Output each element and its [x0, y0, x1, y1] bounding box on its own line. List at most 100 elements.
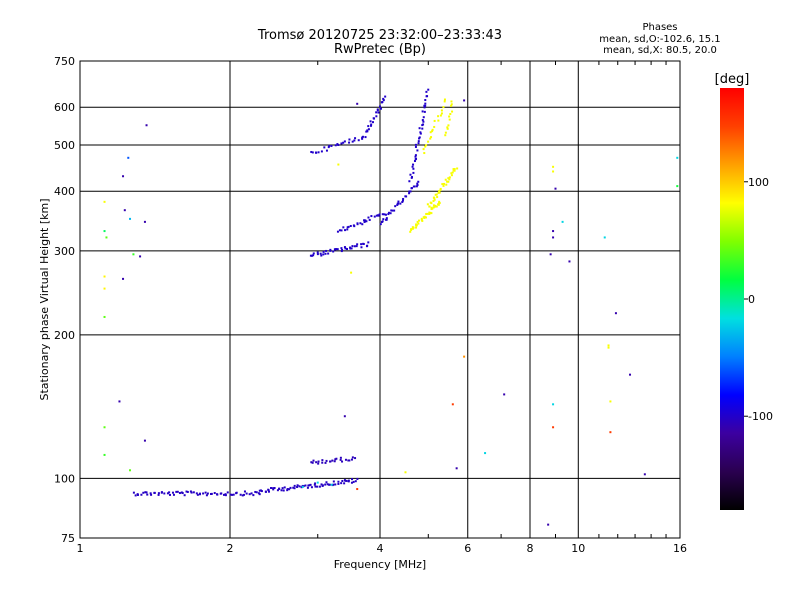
data-point	[241, 494, 244, 497]
data-point	[383, 213, 386, 216]
data-point	[264, 490, 267, 493]
data-point	[368, 218, 371, 221]
data-point	[411, 165, 414, 168]
x-tick-label: 16	[673, 542, 687, 555]
data-point	[450, 100, 453, 103]
data-point	[426, 95, 429, 98]
data-point	[350, 481, 353, 484]
data-point	[286, 489, 289, 492]
data-point	[343, 479, 346, 482]
data-point	[452, 168, 455, 171]
data-point	[332, 250, 335, 253]
data-point	[413, 160, 416, 163]
data-point	[325, 249, 328, 252]
data-point	[342, 226, 345, 229]
data-point	[446, 180, 449, 183]
data-point	[242, 493, 245, 496]
data-point	[552, 165, 555, 168]
data-point	[552, 426, 555, 429]
data-point	[298, 485, 301, 488]
data-point	[367, 241, 370, 244]
data-point	[103, 230, 106, 233]
data-point	[139, 255, 142, 258]
data-point	[365, 130, 368, 133]
data-point	[196, 493, 199, 496]
data-point	[453, 168, 456, 171]
data-point	[317, 462, 320, 465]
data-point	[224, 494, 227, 497]
data-point	[346, 248, 349, 251]
data-point	[426, 212, 429, 215]
data-point	[384, 95, 387, 98]
data-point	[356, 102, 359, 105]
data-point	[378, 213, 381, 216]
data-point	[373, 117, 376, 120]
echo-points	[103, 88, 679, 526]
data-point	[171, 491, 174, 494]
data-point	[448, 176, 451, 179]
data-point	[145, 491, 148, 494]
data-point	[430, 206, 433, 209]
data-point	[351, 140, 354, 143]
data-point	[370, 123, 373, 126]
data-point	[143, 439, 146, 442]
data-point	[399, 202, 402, 205]
data-point	[423, 106, 426, 109]
data-point	[430, 136, 433, 139]
data-point	[385, 217, 388, 220]
data-point	[315, 461, 318, 464]
data-point	[552, 403, 555, 406]
data-point	[320, 150, 323, 153]
data-point	[318, 485, 321, 488]
data-point	[243, 490, 246, 493]
data-point	[408, 180, 411, 183]
data-point	[216, 493, 219, 496]
data-point	[336, 248, 339, 251]
data-point	[322, 250, 325, 253]
data-point	[385, 218, 388, 221]
data-point	[273, 487, 276, 490]
y-tick-label: 500	[54, 139, 75, 152]
data-point	[356, 477, 359, 480]
data-point	[421, 119, 424, 122]
data-point	[157, 492, 160, 495]
data-point	[424, 216, 427, 219]
data-point	[283, 486, 286, 489]
data-point	[320, 483, 323, 486]
data-point	[401, 200, 404, 203]
colorbar-tick-label: -100	[748, 410, 773, 423]
data-point	[344, 229, 347, 232]
data-point	[503, 393, 506, 396]
data-point	[643, 473, 646, 476]
data-point	[455, 467, 458, 470]
data-point	[350, 458, 353, 461]
data-point	[450, 174, 453, 177]
data-point	[446, 127, 449, 130]
data-point	[219, 492, 222, 495]
data-point	[363, 220, 366, 223]
data-point	[103, 200, 106, 203]
data-point	[281, 487, 284, 490]
data-point	[382, 99, 385, 102]
data-point	[447, 124, 450, 127]
data-point	[245, 492, 248, 495]
data-point	[324, 252, 327, 255]
grid-lines	[80, 61, 680, 538]
data-point	[377, 214, 380, 217]
data-point	[248, 493, 251, 496]
data-point	[463, 355, 466, 358]
data-point	[223, 493, 226, 496]
data-point	[424, 145, 427, 148]
data-point	[547, 523, 550, 526]
data-point	[451, 403, 454, 406]
data-point	[447, 177, 450, 180]
data-point	[314, 485, 317, 488]
data-point	[129, 217, 132, 220]
data-point	[414, 155, 417, 158]
data-point	[440, 112, 443, 115]
data-point	[301, 485, 304, 488]
data-point	[343, 140, 346, 143]
data-point	[390, 209, 393, 212]
data-point	[367, 128, 370, 131]
